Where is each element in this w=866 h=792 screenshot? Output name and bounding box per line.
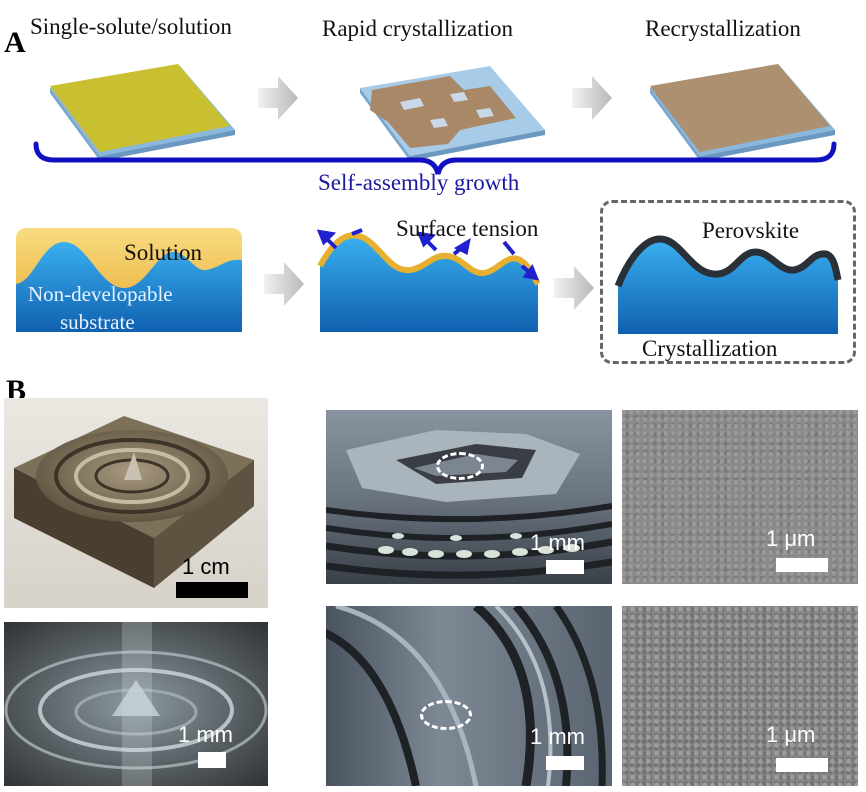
- surface-tension-label: Surface tension: [396, 216, 539, 241]
- step-label-recrystallization: Recrystallization: [645, 16, 801, 41]
- sem-location-marker-top: [436, 452, 484, 480]
- panel-a-letter: A: [4, 26, 26, 59]
- scale-bar-1um-top: [776, 558, 828, 572]
- scale-bar-1mm-closeup: [198, 752, 226, 768]
- scale-label-1cm: 1 cm: [182, 554, 230, 579]
- scale-bar-1cm: [176, 582, 248, 598]
- sem-location-marker-bottom: [420, 700, 472, 730]
- process-arrow-4: [554, 266, 594, 310]
- scale-label-1mm-closeup: 1 mm: [178, 722, 233, 747]
- step-label-rapid-crystallization: Rapid crystallization: [322, 16, 513, 41]
- solution-substrate-diagram: [16, 228, 242, 332]
- surface-tension-diagram: [316, 228, 541, 332]
- scale-bar-1um-bottom: [776, 758, 828, 772]
- self-assembly-label: Self-assembly growth: [318, 170, 520, 195]
- process-arrow-3: [264, 262, 304, 306]
- scale-label-1um-top: 1 μm: [766, 526, 816, 551]
- solution-label: Solution: [124, 240, 202, 265]
- perovskite-result-box: [600, 200, 856, 364]
- scale-label-1mm-bottom: 1 mm: [530, 724, 585, 749]
- sem-image-top: [622, 410, 858, 584]
- plate-recrystallization: [650, 64, 835, 161]
- self-assembly-brace: [33, 141, 837, 175]
- process-arrow-1: [258, 76, 298, 120]
- plate-rapid-crystallization: [360, 66, 545, 161]
- sem-image-bottom: [622, 606, 858, 786]
- plate-single-solute: [50, 64, 235, 161]
- step-label-single-solute: Single-solute/solution: [30, 14, 232, 39]
- process-arrow-2: [572, 76, 612, 120]
- perovskite-label: Perovskite: [702, 218, 800, 243]
- substrate-label-line1: Non-developable: [28, 282, 173, 306]
- scale-label-1mm-top: 1 mm: [530, 530, 585, 555]
- perovskite-diagram: [614, 235, 842, 334]
- scale-label-1um-bottom: 1 μm: [766, 722, 816, 747]
- crystallization-label: Crystallization: [642, 336, 778, 361]
- film-photo-top: [326, 410, 612, 584]
- substrate-label-line2: substrate: [60, 310, 135, 334]
- mold-photo: [4, 398, 268, 608]
- scale-bar-1mm-top: [546, 560, 584, 574]
- mold-closeup-photo: [4, 622, 268, 786]
- scale-bar-1mm-bottom: [546, 756, 584, 770]
